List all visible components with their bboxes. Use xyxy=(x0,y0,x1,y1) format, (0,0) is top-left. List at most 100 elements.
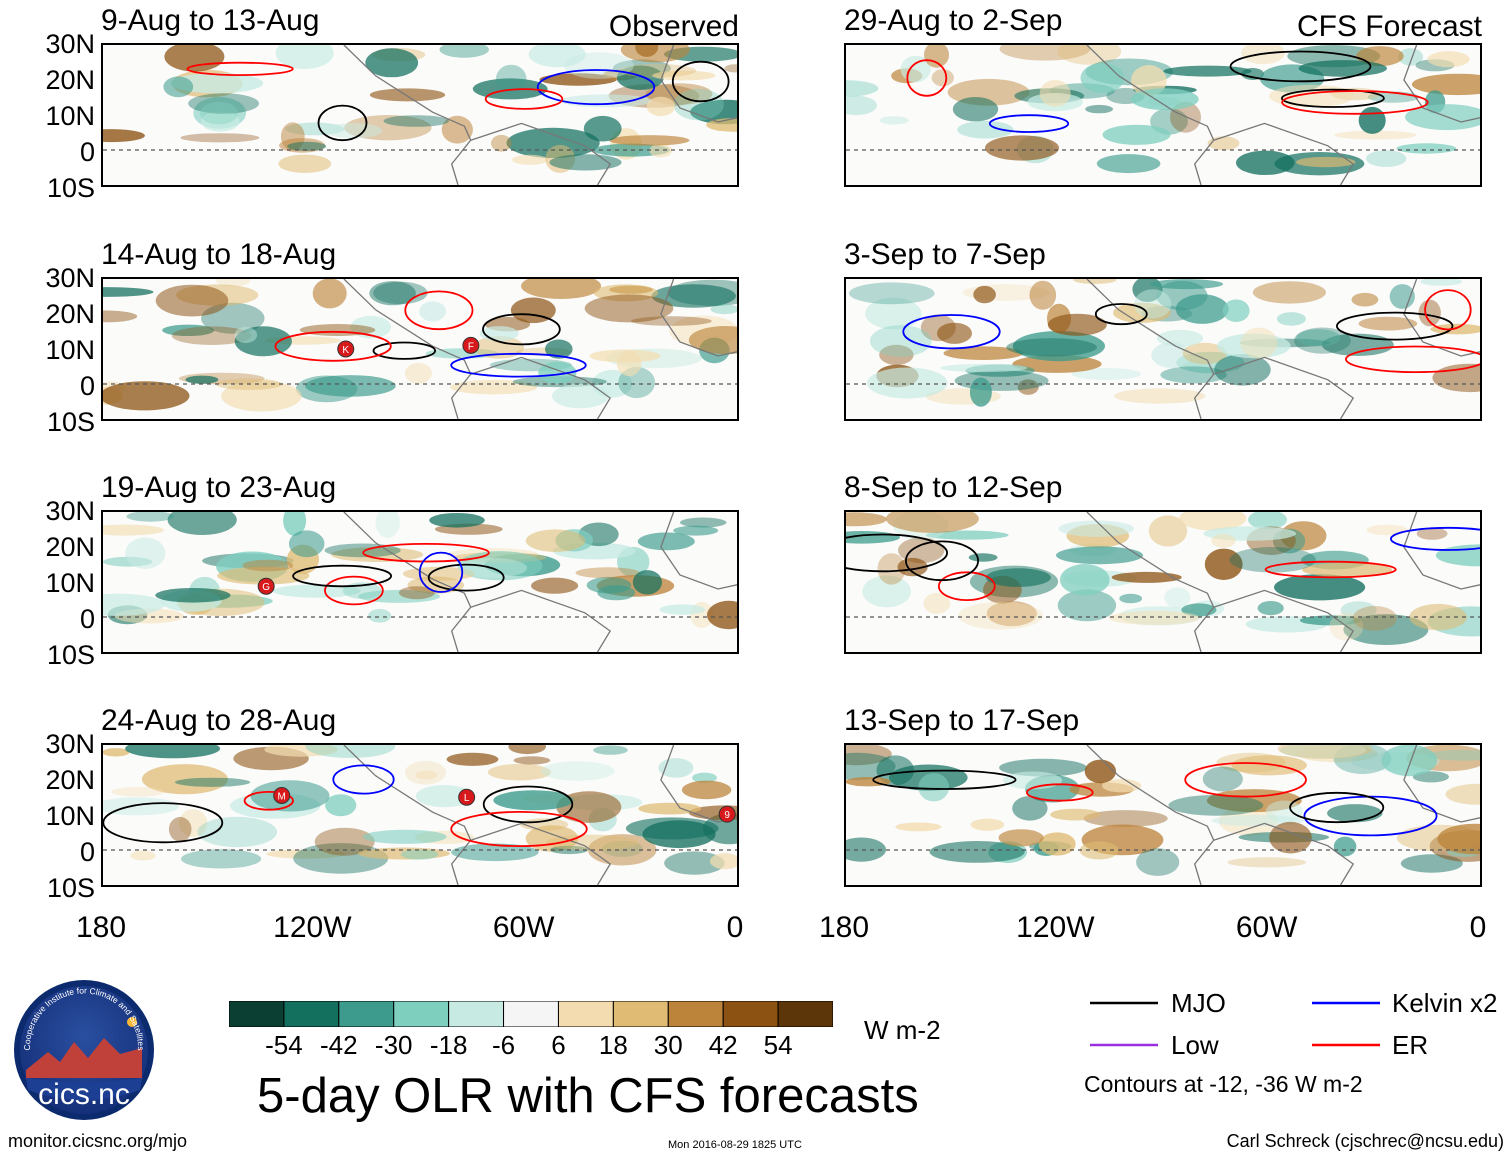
olr-map-panel xyxy=(844,743,1482,887)
olr-anomaly-patch xyxy=(637,532,695,551)
olr-anomaly-patch xyxy=(1252,281,1326,304)
olr-anomaly-patch xyxy=(1358,316,1418,331)
olr-anomaly-patch xyxy=(1411,73,1480,96)
wave-contour xyxy=(671,60,730,103)
olr-anomaly-patch xyxy=(181,849,262,869)
olr-anomaly-patch xyxy=(540,761,615,781)
olr-anomaly-patch xyxy=(664,851,725,875)
olr-anomaly-patch xyxy=(1012,331,1105,362)
olr-anomaly-patch xyxy=(1079,841,1119,860)
olr-anomaly-patch xyxy=(958,601,1043,630)
colorbar-swatch xyxy=(777,1000,834,1028)
olr-anomaly-patch xyxy=(986,601,1037,627)
olr-anomaly-patch xyxy=(846,80,879,97)
olr-anomaly-patch xyxy=(681,780,732,800)
olr-anomaly-patch xyxy=(1274,574,1366,601)
olr-anomaly-patch xyxy=(1119,593,1143,604)
olr-anomaly-patch xyxy=(125,537,166,569)
olr-anomaly-patch xyxy=(383,115,449,127)
olr-anomaly-patch xyxy=(940,363,1028,373)
olr-anomaly-patch xyxy=(493,790,574,811)
olr-anomaly-patch xyxy=(583,115,622,142)
olr-anomaly-patch xyxy=(706,118,737,132)
olr-anomaly-patch xyxy=(549,154,622,171)
wave-contour xyxy=(1229,50,1372,83)
olr-anomaly-patch xyxy=(415,770,438,780)
colorbar-tick-label: -6 xyxy=(491,1030,516,1060)
olr-anomaly-patch xyxy=(848,282,935,305)
storm-marker-label: K xyxy=(342,345,349,356)
olr-anomaly-patch xyxy=(325,123,383,139)
olr-anomaly-patch xyxy=(1085,104,1113,114)
olr-anomaly-patch xyxy=(358,589,441,603)
olr-anomaly-patch xyxy=(217,566,310,585)
olr-anomaly-patch xyxy=(545,339,573,359)
storm-marker-label: M xyxy=(278,791,286,802)
coastline xyxy=(1086,45,1480,185)
olr-anomaly-patch xyxy=(1003,771,1063,790)
olr-map-panel xyxy=(844,510,1482,654)
olr-anomaly-patch xyxy=(439,45,489,58)
olr-map-panel xyxy=(844,43,1482,187)
olr-anomaly-patch xyxy=(1039,80,1071,107)
wave-contour xyxy=(317,104,368,142)
olr-anomaly-patch xyxy=(885,512,979,533)
lon-tick-label: 60W xyxy=(492,911,555,944)
panel-title: 13-Sep to 17-Sep xyxy=(844,704,1080,737)
lon-tick-label: 180 xyxy=(818,911,870,944)
olr-anomaly-patch xyxy=(1265,800,1303,823)
olr-anomaly-patch xyxy=(1218,806,1278,836)
olr-anomaly-patch xyxy=(495,64,527,94)
olr-anomaly-patch xyxy=(879,344,914,365)
olr-anomaly-patch xyxy=(1056,546,1143,565)
olr-anomaly-patch xyxy=(638,802,702,815)
lon-tick-label: 120W xyxy=(1016,911,1095,944)
olr-anomaly-patch xyxy=(1113,302,1171,323)
olr-anomaly-patch xyxy=(1214,354,1271,386)
olr-anomaly-patch xyxy=(168,816,192,842)
olr-anomaly-patch xyxy=(1398,48,1424,66)
olr-anomaly-patch xyxy=(170,73,264,94)
lat-tick-label: 20N xyxy=(45,532,95,562)
olr-anomaly-patch xyxy=(616,65,664,90)
olr-anomaly-patch xyxy=(521,279,602,299)
olr-anomaly-patch xyxy=(593,745,628,755)
olr-anomaly-patch xyxy=(957,120,1014,139)
olr-anomaly-patch xyxy=(879,116,909,125)
contour-note: Contours at -12, -36 W m-2 xyxy=(1084,1071,1363,1097)
olr-anomaly-patch xyxy=(1432,363,1480,393)
lat-tick-label: 10S xyxy=(46,407,95,437)
olr-anomaly-patch xyxy=(130,850,156,861)
olr-anomaly-patch xyxy=(1164,587,1191,608)
olr-anomaly-patch xyxy=(552,383,609,409)
wave-contour xyxy=(482,313,561,346)
olr-anomaly-patch xyxy=(531,577,579,594)
colorbar-swatches xyxy=(228,1000,834,1028)
olr-anomaly-patch xyxy=(234,327,258,343)
olr-anomaly-patch xyxy=(1038,832,1076,856)
colorbar-swatch xyxy=(612,1000,669,1028)
olr-anomaly-patch xyxy=(1006,338,1097,357)
olr-anomaly-patch xyxy=(867,367,948,399)
olr-anomaly-patch xyxy=(1148,515,1188,547)
olr-anomaly-patch xyxy=(985,568,1051,587)
olr-anomaly-patch xyxy=(924,45,949,68)
olr-anomaly-patch xyxy=(563,52,634,79)
olr-anomaly-patch xyxy=(446,752,499,766)
olr-anomaly-patch xyxy=(155,284,229,317)
olr-anomaly-patch xyxy=(865,297,922,330)
lat-tick-label: 10S xyxy=(46,173,95,203)
olr-anomaly-patch xyxy=(525,529,586,552)
olr-anomaly-patch xyxy=(586,576,632,594)
olr-anomaly-patch xyxy=(1211,815,1304,827)
wave-contour xyxy=(988,114,1070,133)
panel-title: 9-Aug to 13-Aug xyxy=(101,4,320,37)
olr-anomaly-patch xyxy=(999,45,1091,61)
olr-anomaly-patch xyxy=(539,73,617,86)
olr-anomaly-patch xyxy=(609,135,690,146)
olr-anomaly-patch xyxy=(1211,534,1236,548)
colorbar-tick-label: -42 xyxy=(320,1030,358,1060)
olr-anomaly-patch xyxy=(1168,794,1264,816)
olr-anomaly-patch xyxy=(365,48,419,78)
olr-anomaly-patch xyxy=(126,512,174,522)
